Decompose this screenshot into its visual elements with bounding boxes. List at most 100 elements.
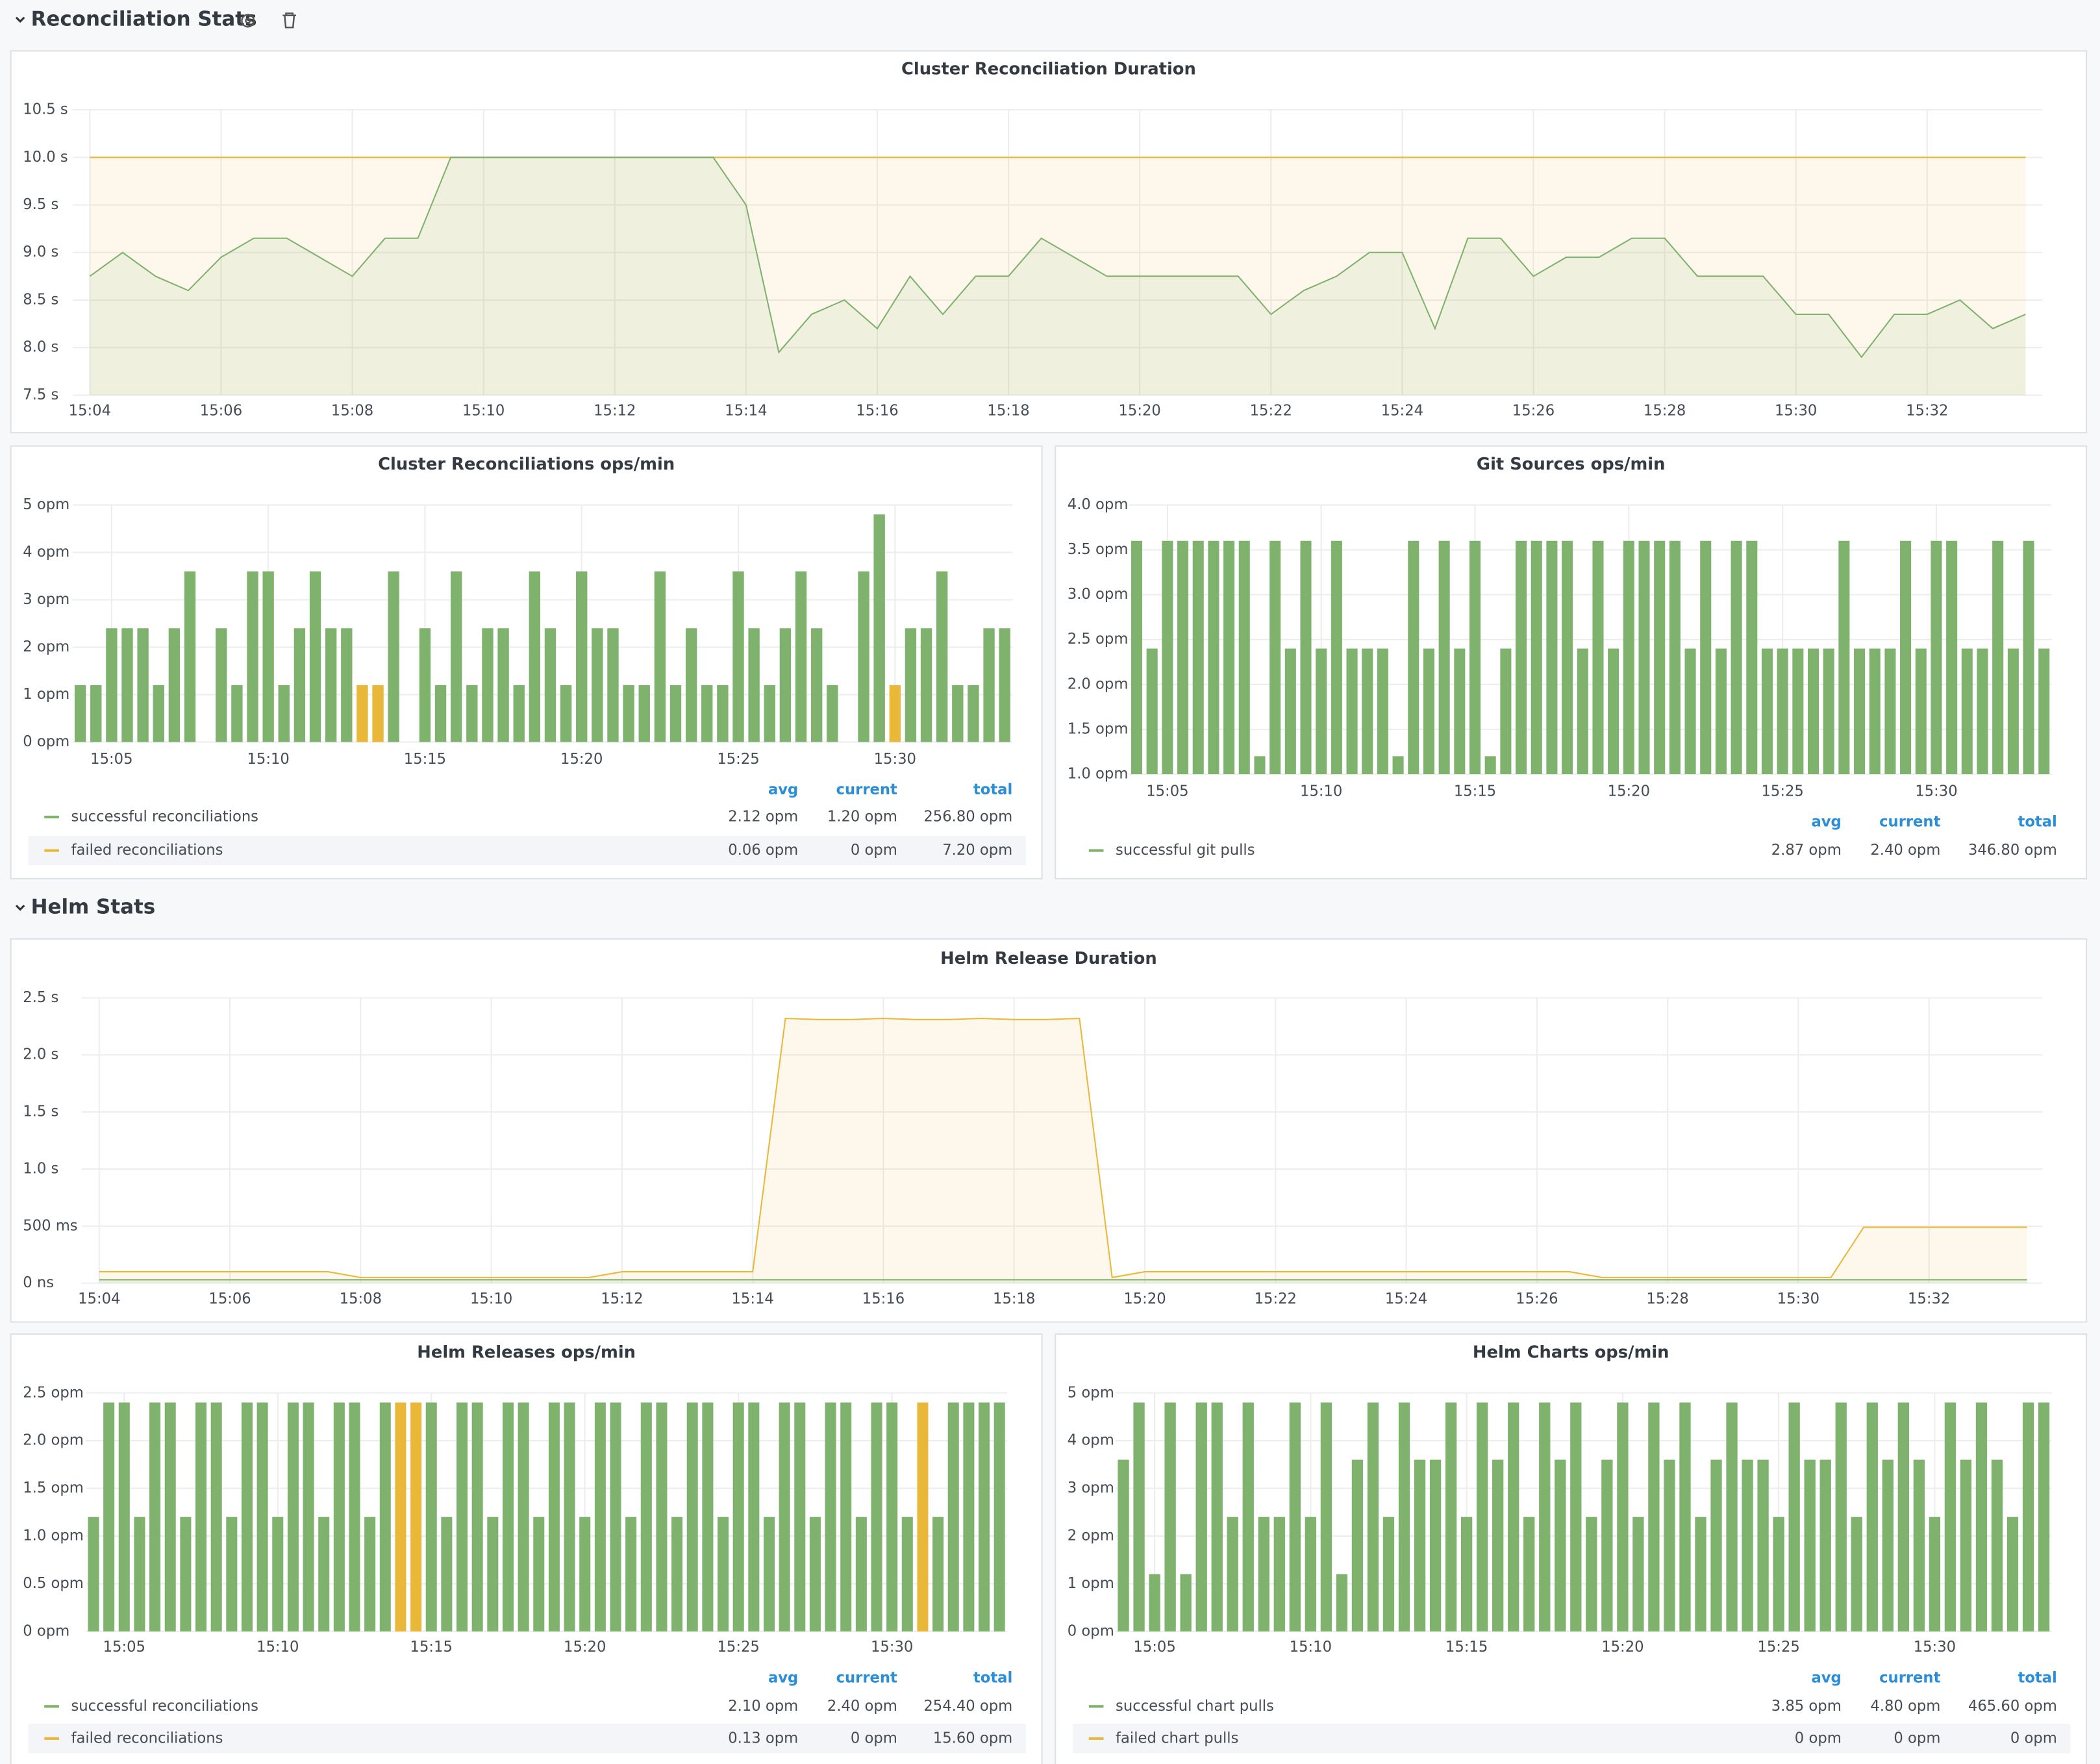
- x-tick-label: 15:30: [1775, 403, 1817, 420]
- x-tick-label: 15:06: [208, 1291, 251, 1307]
- x-tick-label: 15:22: [1255, 1291, 1297, 1307]
- bar: [794, 1402, 806, 1632]
- legend-label[interactable]: successful reconciliations: [71, 808, 258, 825]
- bar: [1284, 648, 1296, 774]
- y-tick-label: 4.0 opm: [1068, 496, 1129, 513]
- x-tick-label: 15:25: [717, 751, 759, 768]
- bar: [1654, 540, 1666, 774]
- settings-icon[interactable]: [241, 14, 255, 28]
- bar: [656, 1402, 668, 1632]
- legend-stat: 256.80 opm: [923, 808, 1012, 825]
- legend-label[interactable]: successful reconciliations: [71, 1698, 258, 1715]
- legend-stat: 2.10 opm: [728, 1698, 798, 1715]
- x-tick-label: 15:20: [560, 751, 603, 768]
- bar: [1700, 540, 1712, 774]
- bar: [1684, 648, 1696, 774]
- y-tick-label: 2.0 opm: [1068, 675, 1129, 692]
- legend-row-bg: [28, 835, 1026, 866]
- bar: [2038, 648, 2050, 774]
- legend-stat: 0 opm: [851, 1730, 897, 1746]
- legend-label[interactable]: failed reconciliations: [71, 1730, 223, 1746]
- bar: [779, 628, 792, 742]
- y-tick-label: 9.0 s: [23, 244, 58, 260]
- bar: [1273, 1517, 1285, 1632]
- legend-stat: 2.12 opm: [728, 808, 798, 825]
- bar: [702, 1402, 714, 1632]
- bar: [1669, 540, 1681, 774]
- legend-column-header: total: [2018, 1670, 2056, 1687]
- bar: [1746, 540, 1758, 774]
- bar: [1623, 540, 1634, 774]
- bar: [901, 1517, 913, 1632]
- y-tick-label: 1.5 opm: [23, 1480, 84, 1496]
- bar: [968, 685, 979, 742]
- x-tick-label: 15:20: [1601, 1639, 1644, 1656]
- y-tick-label: 2.0 s: [23, 1046, 58, 1063]
- x-tick-label: 15:24: [1381, 403, 1423, 420]
- x-tick-label: 15:30: [1915, 783, 1957, 800]
- legend-stat: 346.80 opm: [1968, 842, 2057, 859]
- bar: [920, 628, 932, 742]
- legend-stat: 0 opm: [1894, 1730, 1940, 1746]
- bar: [1726, 1402, 1738, 1632]
- bar: [1133, 1402, 1145, 1632]
- bar: [564, 1402, 575, 1632]
- bar: [1586, 1517, 1597, 1632]
- y-tick-label: 10.0 s: [23, 149, 68, 166]
- bar: [395, 1402, 406, 1632]
- bar: [153, 685, 164, 742]
- bar: [1546, 540, 1558, 774]
- bar: [247, 571, 258, 742]
- delete-icon[interactable]: [282, 12, 296, 29]
- x-tick-label: 15:20: [1118, 403, 1160, 420]
- legend-column-header: total: [973, 1670, 1012, 1687]
- bar: [419, 628, 431, 742]
- bar: [1300, 540, 1312, 774]
- legend-label[interactable]: successful git pulls: [1116, 842, 1255, 859]
- panel-title: Git Sources ops/min: [1477, 455, 1666, 474]
- bar: [502, 1402, 514, 1632]
- bar: [685, 628, 697, 742]
- x-tick-label: 15:05: [1133, 1639, 1175, 1656]
- y-tick-label: 2.5 opm: [23, 1384, 84, 1401]
- panel-frame: [10, 445, 1043, 879]
- bar: [88, 1517, 99, 1632]
- collapse-chevron[interactable]: [15, 16, 25, 23]
- legend-stat: 7.20 opm: [942, 842, 1012, 859]
- bar: [210, 1402, 222, 1632]
- bar: [1961, 648, 1973, 774]
- y-tick-label: 2.5 s: [23, 989, 58, 1006]
- bar: [732, 1402, 744, 1632]
- bar: [466, 685, 478, 742]
- bar: [1577, 648, 1588, 774]
- legend-stat: 0.13 opm: [728, 1730, 798, 1746]
- legend-column-header: avg: [1811, 1670, 1841, 1687]
- legend-stat: 465.60 opm: [1968, 1698, 2057, 1715]
- x-tick-label: 15:10: [247, 751, 289, 768]
- y-tick-label: 2.0 opm: [23, 1432, 84, 1449]
- bar: [325, 628, 337, 742]
- y-tick-label: 2.5 opm: [1068, 631, 1129, 648]
- bar: [180, 1517, 192, 1632]
- legend-label[interactable]: successful chart pulls: [1116, 1698, 1274, 1715]
- x-tick-label: 15:14: [732, 1291, 774, 1307]
- legend-stat: 3.85 opm: [1771, 1698, 1842, 1715]
- legend-label[interactable]: failed reconciliations: [71, 842, 223, 859]
- collapse-chevron[interactable]: [15, 904, 25, 911]
- bar: [825, 1402, 836, 1632]
- x-tick-label: 15:10: [1290, 1639, 1332, 1656]
- bar: [1592, 540, 1604, 774]
- bar: [1788, 1402, 1800, 1632]
- bar: [1289, 1402, 1301, 1632]
- bar: [318, 1517, 330, 1632]
- x-tick-label: 15:25: [1761, 783, 1803, 800]
- x-tick-label: 15:25: [718, 1639, 760, 1656]
- x-tick-label: 15:28: [1644, 403, 1686, 420]
- bar: [482, 628, 494, 742]
- legend-label[interactable]: failed chart pulls: [1116, 1730, 1238, 1746]
- x-tick-label: 15:25: [1757, 1639, 1799, 1656]
- bar: [795, 571, 807, 742]
- bar: [451, 571, 462, 742]
- legend-stat: 15.60 opm: [933, 1730, 1012, 1746]
- y-tick-label: 0.5 opm: [23, 1575, 84, 1592]
